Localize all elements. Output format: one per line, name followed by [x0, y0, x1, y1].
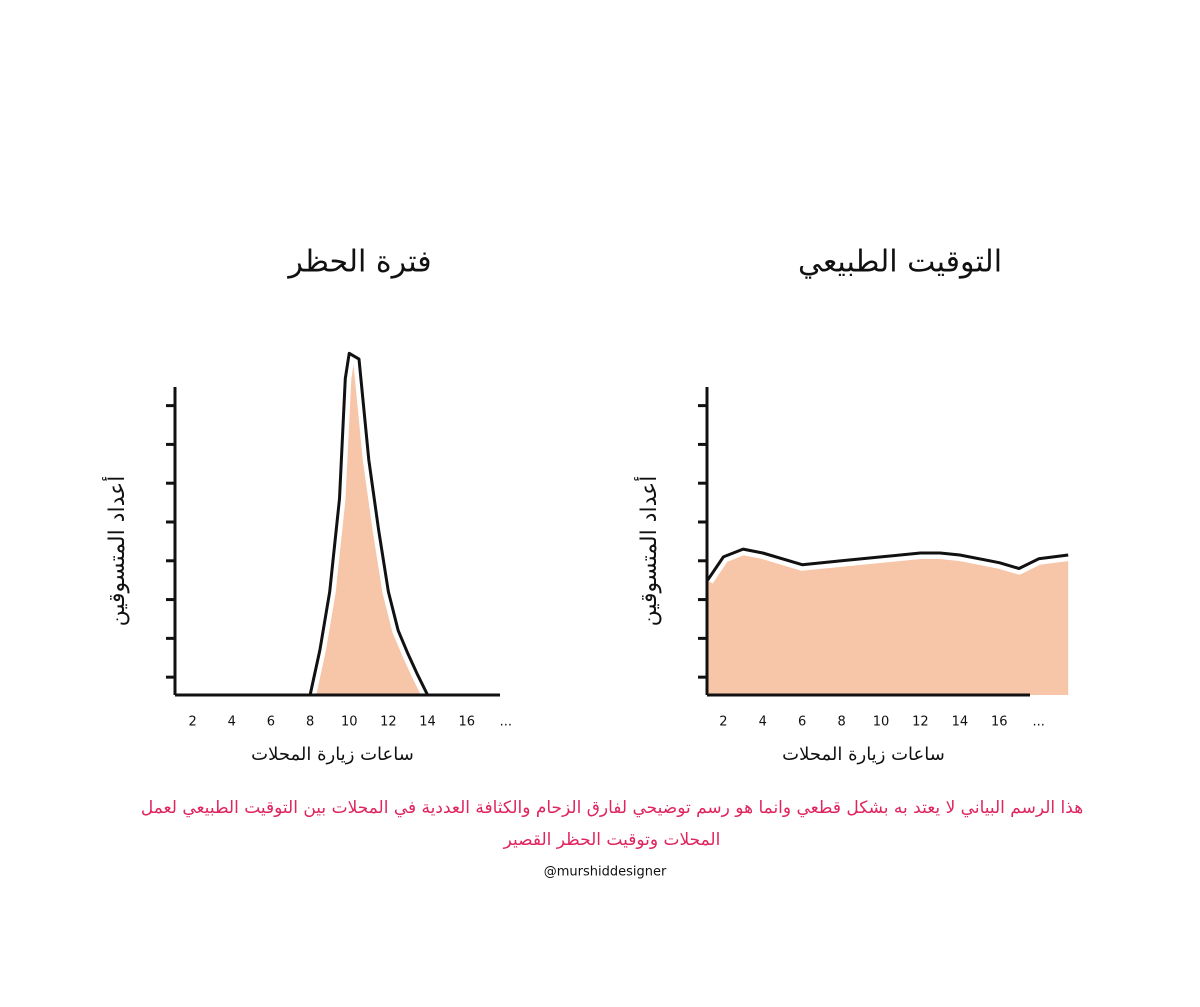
- x-tick-label: 14: [419, 715, 436, 730]
- y-axis-label: أعداد المتسوقين: [634, 476, 662, 627]
- caption-line: هذا الرسم البياني لا يعتد به بشكل قطعي و…: [141, 798, 1083, 818]
- area: [310, 353, 428, 695]
- x-tick-label: 12: [380, 715, 397, 730]
- x-tick-label: 12: [912, 715, 929, 730]
- x-axis-label: ساعات زيارة المحلات: [251, 744, 414, 765]
- area: [707, 549, 1069, 695]
- x-tick-label: 16: [991, 715, 1008, 730]
- x-tick-label: 4: [228, 715, 236, 730]
- y-axis-label: أعداد المتسوقين: [102, 476, 130, 627]
- line: [706, 547, 1069, 582]
- x-tick-label: 16: [458, 715, 475, 730]
- chart-title: التوقيت الطبيعي: [798, 245, 1002, 280]
- x-tick-label: 8: [306, 715, 314, 730]
- x-tick-label: ...: [500, 715, 512, 730]
- x-tick-label: 4: [759, 715, 767, 730]
- x-tick-label: 2: [188, 715, 196, 730]
- chart-title: فترة الحظر: [286, 245, 431, 280]
- caption-line: المحلات وتوقيت الحظر القصير: [503, 830, 721, 850]
- x-tick-label: 2: [719, 715, 727, 730]
- x-tick-label: ...: [1032, 715, 1044, 730]
- x-tick-label: 8: [837, 715, 845, 730]
- x-tick-label: 6: [798, 715, 806, 730]
- x-tick-label: 10: [873, 715, 890, 730]
- x-axis-label: ساعات زيارة المحلات: [782, 744, 945, 765]
- x-tick-label: 6: [267, 715, 275, 730]
- line: [308, 351, 429, 696]
- credit: @murshiddesigner: [544, 865, 667, 880]
- x-tick-label: 10: [341, 715, 358, 730]
- x-tick-label: 14: [952, 715, 969, 730]
